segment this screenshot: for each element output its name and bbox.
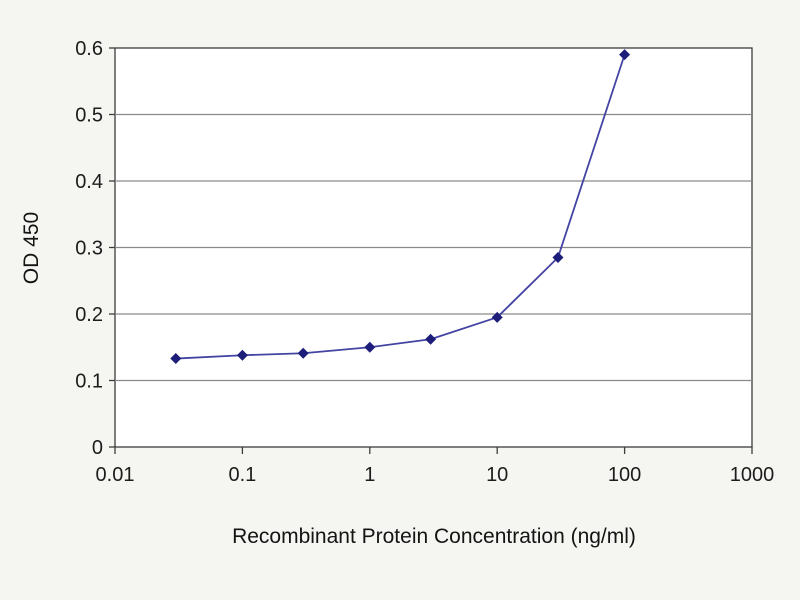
data-point-marker <box>236 349 248 361</box>
x-axis-title: Recombinant Protein Concentration (ng/ml… <box>232 525 636 548</box>
y-axis-title: OD 450 <box>20 212 43 284</box>
y-tick-label: 0 <box>92 437 103 459</box>
y-tick-label: 0.6 <box>75 38 103 60</box>
y-tick-label: 0.1 <box>75 371 103 393</box>
y-tick-label: 0.5 <box>75 105 103 127</box>
data-point-marker <box>491 311 503 323</box>
x-tick-label: 0.1 <box>228 464 256 486</box>
data-point-marker <box>552 251 564 263</box>
series-line <box>175 54 626 360</box>
y-tick-label: 0.4 <box>75 171 103 193</box>
y-tick-label: 0.2 <box>75 304 103 326</box>
x-tick-label: 0.01 <box>96 464 135 486</box>
x-tick-label: 1 <box>364 464 375 486</box>
y-tick-label: 0.3 <box>75 238 103 260</box>
data-point-marker <box>619 49 631 61</box>
data-point-marker <box>364 341 376 353</box>
data-point-marker <box>425 333 437 345</box>
x-tick-label: 10 <box>486 464 508 486</box>
x-tick-label: 1000 <box>730 464 775 486</box>
data-point-marker <box>170 353 182 365</box>
plot-area: 0 0.1 0.2 0.3 0.4 0.5 0.6 0.01 0.1 1 10 100 1000 <box>75 38 774 486</box>
x-tick-label: 100 <box>608 464 641 486</box>
data-point-marker <box>297 347 309 359</box>
